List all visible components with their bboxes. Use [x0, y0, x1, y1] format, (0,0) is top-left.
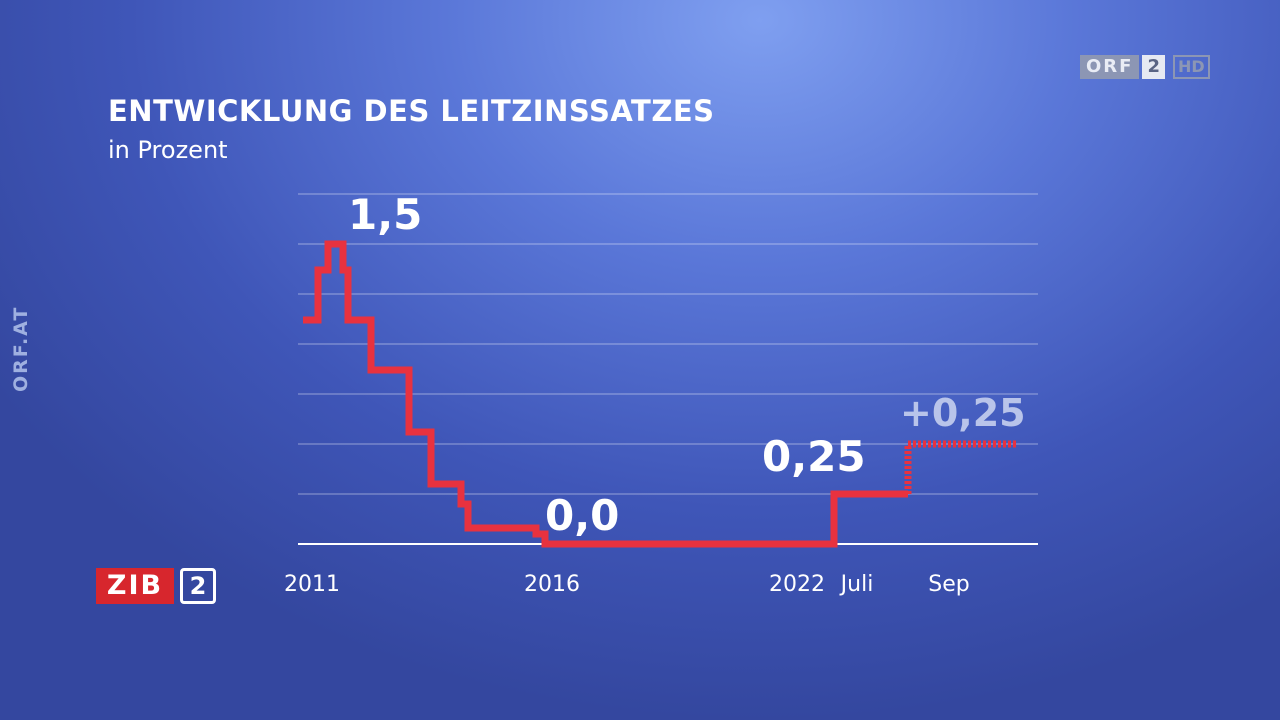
x-tick-label: 2022 [769, 572, 825, 597]
hd-badge: HD [1173, 55, 1210, 79]
chart-subtitle: in Prozent [108, 136, 228, 164]
zib2-logo: ZIB 2 [96, 568, 216, 604]
annotation-projected: +0,25 [900, 391, 1026, 435]
x-tick-label: Sep [928, 572, 969, 597]
x-tick-label: 2011 [284, 572, 340, 597]
orf2-hd-logo: ORF 2 HD [1080, 54, 1210, 80]
x-tick-label: 2016 [524, 572, 580, 597]
x-tick-label: Juli [839, 572, 874, 597]
orf-wordmark: ORF [1080, 55, 1140, 79]
annotation-current: 0,25 [762, 432, 866, 481]
rate-line-solid [303, 240, 908, 548]
annotation-peak: 1,5 [348, 190, 422, 239]
rate-line-projected [904, 440, 1018, 494]
zib-number: 2 [180, 568, 216, 604]
annotation-zero: 0,0 [545, 491, 619, 540]
zib-wordmark: ZIB [96, 568, 174, 604]
chart-title: ENTWICKLUNG DES LEITZINSSATZES [108, 94, 715, 128]
orf-channel-number: 2 [1142, 55, 1165, 79]
